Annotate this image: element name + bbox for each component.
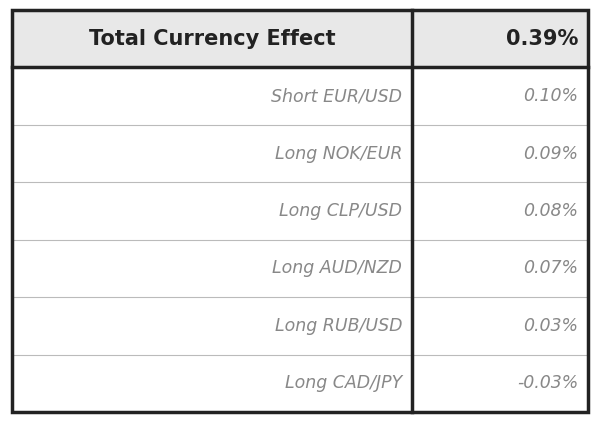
Text: Long AUD/NZD: Long AUD/NZD — [272, 260, 402, 277]
Text: Total Currency Effect: Total Currency Effect — [89, 29, 336, 49]
Text: 0.03%: 0.03% — [523, 317, 578, 335]
Text: Long CLP/USD: Long CLP/USD — [280, 202, 402, 220]
Text: 0.39%: 0.39% — [505, 29, 578, 49]
Bar — [12, 10, 588, 68]
Text: -0.03%: -0.03% — [517, 374, 578, 392]
Text: Long RUB/USD: Long RUB/USD — [275, 317, 402, 335]
Text: 0.07%: 0.07% — [523, 260, 578, 277]
Bar — [12, 68, 588, 412]
Text: Long NOK/EUR: Long NOK/EUR — [275, 145, 402, 162]
Text: 0.10%: 0.10% — [523, 87, 578, 105]
Text: 0.08%: 0.08% — [523, 202, 578, 220]
Text: Short EUR/USD: Short EUR/USD — [271, 87, 402, 105]
Text: Long CAD/JPY: Long CAD/JPY — [285, 374, 402, 392]
Text: 0.09%: 0.09% — [523, 145, 578, 162]
